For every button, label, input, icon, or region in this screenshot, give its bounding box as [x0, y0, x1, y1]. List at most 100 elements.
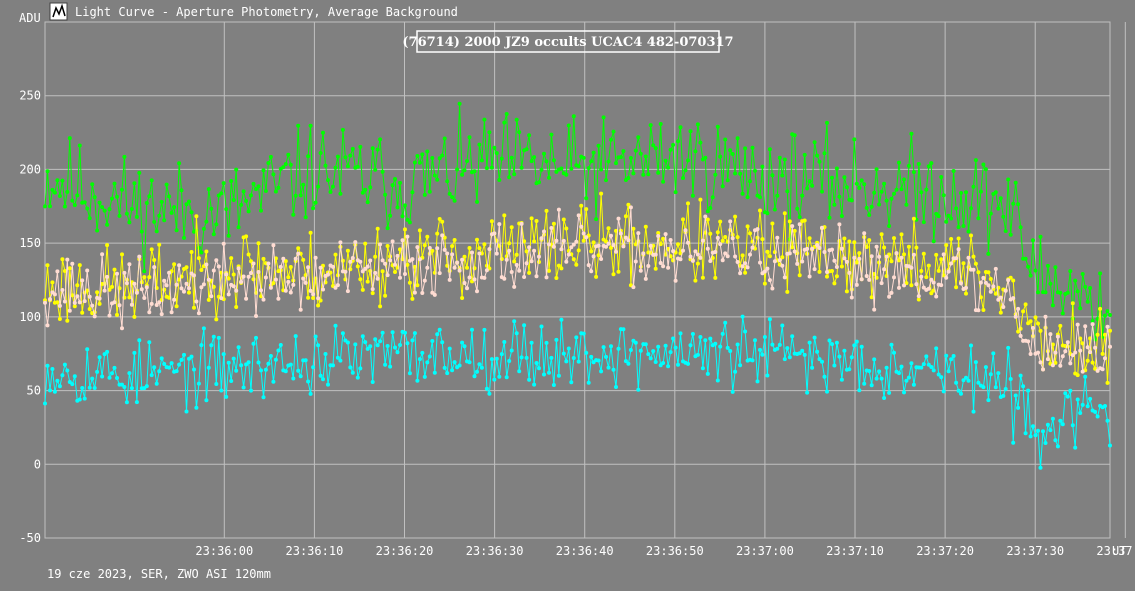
data-point	[398, 247, 402, 252]
data-point	[199, 343, 204, 348]
series-line	[44, 316, 1111, 468]
data-point	[393, 270, 397, 274]
data-point	[686, 158, 690, 163]
data-point	[393, 262, 397, 267]
data-point	[988, 277, 993, 281]
data-point	[57, 384, 62, 389]
data-point	[159, 356, 164, 361]
data-point	[830, 342, 834, 347]
data-point	[194, 405, 199, 410]
data-point	[440, 219, 445, 224]
data-point	[271, 172, 276, 177]
data-point	[50, 367, 55, 371]
data-point	[524, 147, 529, 152]
data-point	[467, 135, 472, 140]
data-point	[370, 287, 375, 292]
data-point	[700, 366, 705, 371]
data-point	[767, 317, 772, 322]
data-point	[512, 259, 517, 264]
data-point	[959, 391, 963, 396]
data-point	[551, 158, 556, 163]
data-point	[854, 282, 859, 287]
data-point	[695, 261, 700, 266]
data-point	[477, 142, 482, 147]
data-point	[596, 358, 601, 363]
data-point	[514, 252, 519, 257]
data-point	[345, 340, 350, 345]
data-point	[909, 283, 914, 288]
data-point	[224, 272, 229, 277]
data-point	[1026, 339, 1031, 344]
data-point	[964, 291, 968, 296]
chart-title-frame	[416, 30, 720, 53]
data-point	[291, 212, 296, 217]
data-point	[519, 221, 524, 226]
data-point	[966, 229, 971, 234]
data-point	[149, 301, 154, 306]
data-point	[554, 337, 559, 342]
data-point	[127, 262, 132, 267]
data-point	[273, 189, 278, 194]
data-point	[877, 254, 882, 259]
data-point	[944, 275, 949, 280]
data-point	[678, 257, 683, 262]
data-point	[122, 385, 127, 389]
data-point	[683, 168, 688, 173]
data-point	[199, 250, 204, 255]
data-point	[350, 370, 355, 375]
data-point	[753, 338, 757, 343]
data-point	[298, 193, 303, 198]
data-point	[576, 359, 581, 364]
data-point	[115, 376, 119, 380]
data-point	[686, 240, 690, 245]
data-point	[852, 240, 857, 245]
data-point	[452, 238, 457, 242]
data-point	[192, 273, 196, 278]
data-point	[412, 331, 417, 336]
data-point	[184, 409, 189, 414]
data-point	[326, 178, 330, 183]
data-point	[348, 365, 353, 370]
data-point	[251, 277, 256, 282]
data-point	[879, 376, 884, 381]
data-point	[571, 257, 576, 262]
data-point	[338, 240, 343, 245]
data-point	[956, 225, 961, 230]
data-point	[616, 346, 621, 351]
data-point	[457, 363, 462, 368]
data-point	[725, 345, 730, 350]
data-point	[1090, 322, 1095, 327]
data-point	[85, 347, 90, 352]
data-point	[686, 201, 690, 206]
data-point	[929, 291, 934, 296]
data-point	[614, 385, 618, 389]
data-point	[92, 386, 97, 390]
data-point	[234, 167, 239, 172]
data-point	[621, 149, 626, 154]
data-point	[924, 354, 929, 359]
data-point	[681, 248, 685, 253]
data-point	[790, 224, 795, 229]
data-point	[1008, 232, 1013, 237]
data-point	[129, 207, 134, 211]
data-point	[182, 352, 186, 357]
data-point	[261, 168, 266, 173]
data-point	[832, 202, 837, 207]
data-point	[820, 189, 824, 194]
light-curve-app-icon[interactable]	[49, 2, 68, 21]
data-point	[132, 281, 137, 286]
data-point	[107, 375, 112, 380]
data-point	[45, 323, 50, 328]
data-point	[509, 270, 514, 274]
data-point	[643, 154, 648, 159]
data-point	[596, 143, 601, 148]
data-point	[983, 167, 988, 172]
data-point	[60, 178, 65, 183]
data-point	[492, 145, 497, 150]
data-point	[589, 269, 594, 274]
data-point	[363, 241, 368, 246]
data-point	[973, 261, 978, 266]
data-point	[986, 283, 991, 288]
data-point	[412, 160, 417, 165]
data-point	[909, 131, 914, 136]
